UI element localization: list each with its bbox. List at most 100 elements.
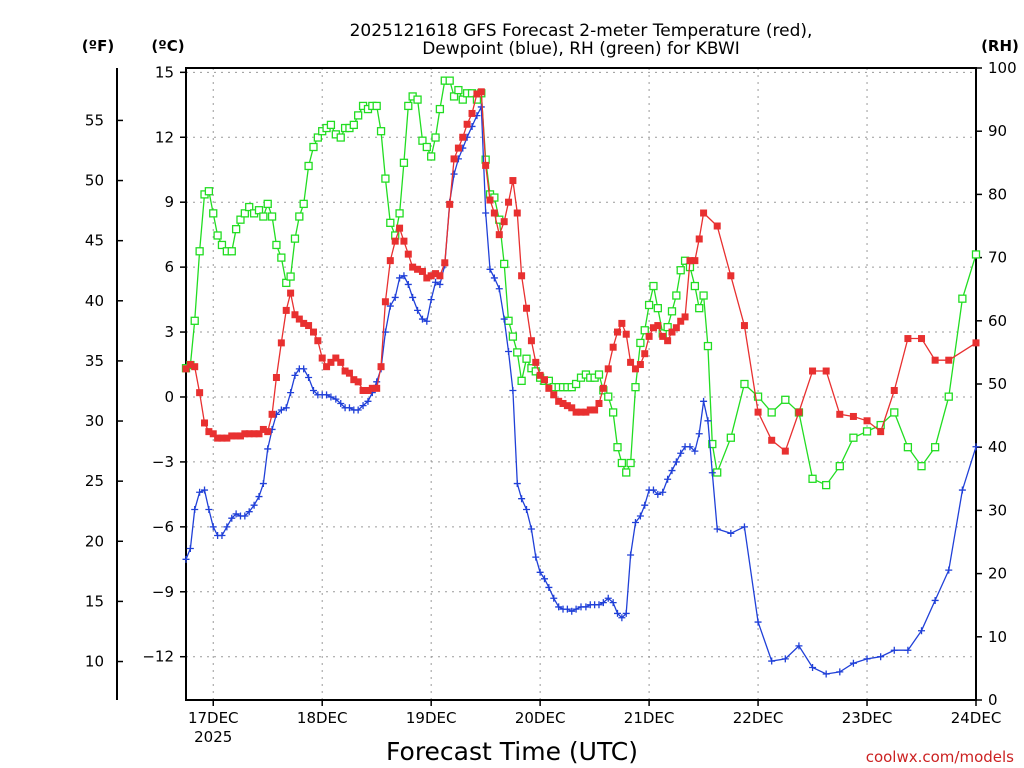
temperature-point [664,337,672,345]
dewpoint-point [500,315,508,323]
temperature-point [649,324,657,332]
dewpoint-point [713,525,721,533]
temperature-point [191,363,199,371]
temperature-point [586,406,594,414]
fahrenheit-tick-label: 30 [85,412,104,430]
rh-point [958,294,967,303]
rh-point [435,104,445,114]
temperature-point [654,322,662,330]
temperature-point [236,432,244,440]
temperature-point [591,406,599,414]
rh-point [259,212,268,221]
rh-point [971,250,981,259]
temperature-series-line [185,90,977,453]
dewpoint-point [427,296,435,304]
temperature-point [890,386,898,394]
fahrenheit-tick-label: 20 [85,532,104,550]
dewpoint-point [386,302,394,310]
temperature-point [518,272,526,280]
rh-point [445,76,454,85]
celsius-tick-label: −6 [152,518,174,536]
dewpoint-point [300,365,308,373]
dewpoint-point [477,103,485,111]
temperature-point [427,272,435,280]
dewpoint-point [527,525,535,533]
temperature-point [327,358,335,366]
celsius-tick-label: 3 [164,323,174,341]
rh-point [626,458,635,468]
rh-point [326,120,336,130]
rh-tick-label: 90 [988,122,1007,140]
temperature-point [223,434,231,442]
temperature-point [359,386,367,394]
fahrenheit-tick-label: 55 [85,111,104,129]
dewpoint-point [391,293,399,301]
dewpoint-point [309,386,317,394]
dewpoint-point [622,609,630,617]
dewpoint-point [414,306,422,314]
time-tick-label: 24DEC [951,709,1002,727]
temperature-point [614,328,622,336]
dewpoint-point [691,447,699,455]
dewpoint-point [287,389,295,397]
dewpoint-point [636,512,644,520]
fahrenheit-tick-label: 50 [85,172,104,190]
time-tick-label: 18DEC [297,709,348,727]
rh-point [930,443,940,452]
temperature-point [255,430,263,438]
fahrenheit-tick-label: 45 [85,232,104,250]
temperature-point [972,339,980,347]
dewpoint-point [563,605,571,613]
dewpoint-point [695,430,703,438]
temperature-point [228,432,236,440]
rh-point [594,370,604,379]
rh-point [808,474,817,483]
dewpoint-point [259,480,267,488]
dewpoint-point [264,445,272,453]
temperature-point [300,319,308,327]
dewpoint-point [400,272,408,280]
rh-point [672,291,681,300]
rh-point [767,408,776,417]
rh-tick-label: 0 [988,691,998,709]
temperature-point [672,324,680,332]
dewpoint-point [354,406,362,414]
temperature-point [754,408,762,416]
dewpoint-point [672,458,680,466]
temperature-point [931,356,939,364]
temperature-point [400,237,408,245]
rh-point [504,316,513,325]
rh-point [663,322,672,332]
rh-point [413,95,422,104]
temperature-point [809,367,817,375]
temperature-point [563,402,571,410]
temperature-point [196,389,204,397]
rh-point [726,433,735,442]
temperature-point [836,410,844,418]
temperature-point [668,328,676,336]
temperature-point [350,376,358,384]
celsius-tick-label: −3 [152,453,174,471]
time-tick-label: 19DEC [406,709,457,727]
temperature-point [822,367,830,375]
dewpoint-point [327,393,335,401]
rh-point [703,341,713,351]
temperature-point [305,322,313,330]
dewpoint-point [205,506,213,514]
rh-point [613,443,622,452]
temperature-point [377,363,385,371]
temperature-point [795,408,803,416]
celsius-unit-label: (ºC) [151,37,184,55]
celsius-tick-label: 15 [155,63,174,81]
celsius-tick-label: −9 [152,583,174,601]
rh-point [313,133,322,142]
celsius-tick-label: 6 [164,258,174,276]
temperature-point [373,384,381,392]
dewpoint-point [182,555,190,563]
dewpoint-point [277,406,285,414]
rh-point [277,253,286,262]
rh-point [640,326,649,335]
rh-point [622,468,631,477]
temperature-point [282,306,290,314]
temperature-point [432,270,440,278]
